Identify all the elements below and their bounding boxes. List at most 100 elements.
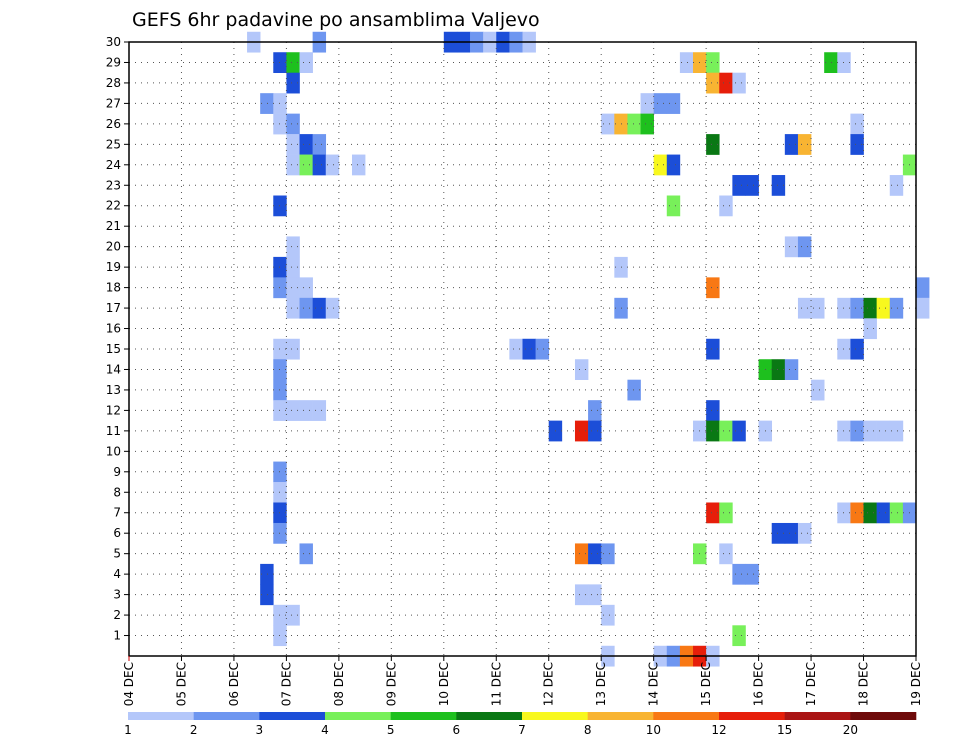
heat-cell — [811, 297, 825, 319]
y-tick-label: 22 — [106, 199, 121, 213]
y-tick-label: 7 — [113, 506, 121, 520]
heat-cell — [719, 195, 733, 217]
legend-swatch — [390, 712, 457, 720]
legend-label: 5 — [387, 723, 395, 737]
heat-cell — [666, 154, 681, 176]
legend-swatch — [784, 712, 851, 720]
heat-cell — [312, 400, 327, 421]
heat-cell — [863, 318, 877, 340]
heat-cell — [889, 175, 904, 196]
heat-cell — [784, 134, 799, 155]
heat-cell — [679, 52, 694, 73]
y-tick-label: 14 — [106, 362, 121, 376]
x-tick-label: 15 DEC — [699, 662, 713, 706]
heat-cell — [706, 502, 720, 524]
heat-cell — [286, 338, 300, 360]
y-tick-label: 21 — [106, 219, 121, 233]
legend-label: 15 — [777, 723, 792, 737]
y-tick-label: 13 — [106, 383, 121, 397]
grid-layer — [129, 41, 916, 656]
y-tick-label: 28 — [106, 76, 121, 90]
heat-cell — [640, 93, 654, 114]
heat-cell — [837, 420, 851, 442]
x-tick-label: 18 DEC — [857, 662, 871, 706]
heat-cell — [732, 420, 746, 442]
x-tick-label: 19 DEC — [909, 662, 923, 706]
heat-cell — [837, 52, 851, 73]
heat-cell — [771, 175, 786, 196]
heat-cell — [588, 420, 602, 442]
heat-cell — [771, 359, 786, 380]
x-tick-label: 16 DEC — [752, 662, 766, 706]
legend-swatch — [850, 712, 917, 720]
heat-cell — [811, 379, 825, 401]
heat-cell — [299, 400, 313, 421]
heat-cell — [732, 72, 746, 94]
heat-cell — [351, 154, 366, 176]
heat-cell — [286, 297, 300, 319]
heat-cell — [732, 175, 746, 196]
heat-cell — [653, 93, 668, 114]
heat-cell — [588, 584, 602, 606]
legend-swatch — [128, 712, 194, 720]
heat-cell — [574, 359, 589, 380]
heat-cell — [535, 338, 550, 360]
heat-cell — [574, 543, 589, 565]
heat-cell — [706, 72, 720, 94]
heat-cell — [286, 236, 300, 258]
heat-cell — [574, 420, 589, 442]
heat-cell — [299, 297, 313, 319]
heat-cell — [719, 502, 733, 524]
heat-cell — [601, 113, 615, 135]
legend-label: 3 — [256, 723, 264, 737]
heat-cell — [863, 297, 877, 319]
heat-cell — [627, 113, 641, 135]
legend-label: 2 — [190, 723, 198, 737]
heat-cell — [312, 134, 327, 155]
heat-cell — [797, 236, 812, 258]
heat-cell — [522, 338, 536, 360]
heat-cell — [784, 236, 799, 258]
heat-cell — [837, 502, 851, 524]
heat-cell — [850, 502, 864, 524]
heat-cell — [719, 543, 733, 565]
heat-cell — [286, 113, 300, 135]
x-tick-label: 05 DEC — [174, 662, 188, 706]
heat-cell — [732, 625, 746, 647]
heat-cell — [889, 420, 904, 442]
x-tick-label: 13 DEC — [594, 662, 608, 706]
heat-cell — [797, 297, 812, 319]
x-tick-label: 14 DEC — [647, 662, 661, 706]
y-axis: 1234567891011121314151617181920212223242… — [106, 35, 129, 643]
heat-cell — [666, 195, 681, 217]
heat-cell — [286, 134, 300, 155]
legend-label: 8 — [584, 723, 592, 737]
y-tick-label: 30 — [106, 35, 121, 49]
heat-cell — [260, 584, 274, 606]
heat-cell — [824, 52, 838, 73]
y-tick-label: 1 — [113, 629, 121, 643]
y-tick-label: 5 — [113, 547, 121, 561]
y-tick-label: 25 — [106, 137, 121, 151]
cells-layer — [247, 31, 930, 667]
y-tick-label: 12 — [106, 403, 121, 417]
legend-swatch — [653, 712, 720, 720]
heat-cell — [784, 522, 799, 544]
chart-title: GEFS 6hr padavine po ansamblima Valjevo — [132, 9, 540, 31]
heat-cell — [325, 297, 340, 319]
heat-cell — [260, 93, 274, 114]
heat-cell — [286, 277, 300, 299]
x-tick-label: 08 DEC — [332, 662, 346, 706]
heat-cell — [876, 502, 891, 524]
y-tick-label: 11 — [106, 424, 121, 438]
heat-cell — [850, 134, 864, 155]
heat-cell — [837, 297, 851, 319]
heat-cell — [299, 52, 313, 73]
legend-label: 7 — [518, 723, 526, 737]
heat-cell — [588, 543, 602, 565]
heat-cell — [286, 52, 300, 73]
heat-cell — [745, 563, 759, 585]
y-tick-label: 3 — [113, 588, 121, 602]
x-tick-label: 07 DEC — [279, 662, 293, 706]
heat-cell — [286, 604, 300, 626]
